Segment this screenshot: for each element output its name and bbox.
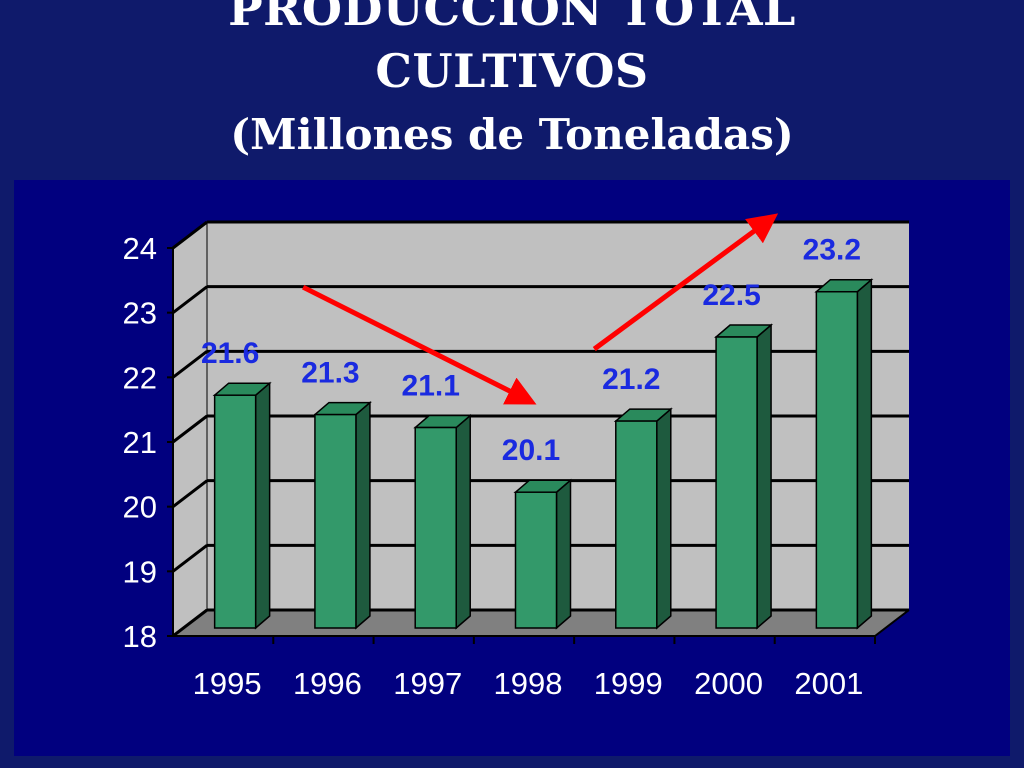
x-tick-label: 2000 [694,666,763,701]
data-label: 22.5 [702,279,760,312]
bar-1995 [213,394,257,629]
data-label: 23.2 [803,234,861,267]
x-tick-label: 1997 [393,666,462,701]
x-tick-label: 1998 [494,666,563,701]
floor-edge [874,609,910,637]
data-label: 21.3 [301,357,359,390]
trend-arrow-up [592,213,779,352]
bar-side-1997 [455,413,471,630]
bar-2000 [715,336,758,629]
bar-side-1996 [355,400,371,630]
bar-1997 [414,426,457,629]
bar-side-1998 [555,478,572,630]
bar-2001 [815,290,859,629]
x-tick-label: 1995 [193,666,262,701]
gridline-side [172,479,208,508]
x-tick-label: 1996 [293,666,362,701]
x-tick-label: 2001 [794,666,863,701]
data-label: 21.6 [201,337,259,370]
y-tick-label: 21 [123,425,157,460]
y-tick-label: 19 [123,554,157,589]
gridline-side [172,544,208,573]
gridline-side [172,285,208,314]
y-tick-label: 23 [123,296,157,331]
bar-side-1995 [254,381,271,630]
gridline-side [172,414,208,444]
y-tick-label: 20 [123,490,157,525]
x-tick-label: 1999 [594,666,663,701]
y-tick-label: 24 [123,231,157,266]
chart-subtitle: (Millones de Toneladas) [230,110,794,159]
gridline-side [172,608,208,638]
data-label: 20.1 [502,434,560,467]
gridline-side [172,350,208,379]
data-label: 21.2 [602,363,660,396]
gridline-side [172,220,208,250]
chart-title: PRODUCCIÓN TOTAL CULTIVOS (Millones de T… [0,0,1024,166]
y-tick-label: 18 [123,619,157,654]
data-label: 21.1 [402,370,460,403]
bar-1996 [314,413,357,629]
bar-side-2000 [756,323,772,630]
title-line-2: CULTIVOS [375,44,649,98]
trend-arrow-down [302,284,537,405]
title-line-1: PRODUCCIÓN TOTAL [228,0,796,36]
bar-side-2001 [856,278,873,630]
bar-1998 [514,491,558,629]
y-tick-label: 22 [123,360,157,395]
bar-1999 [615,420,658,629]
bar-side-1999 [656,407,672,630]
